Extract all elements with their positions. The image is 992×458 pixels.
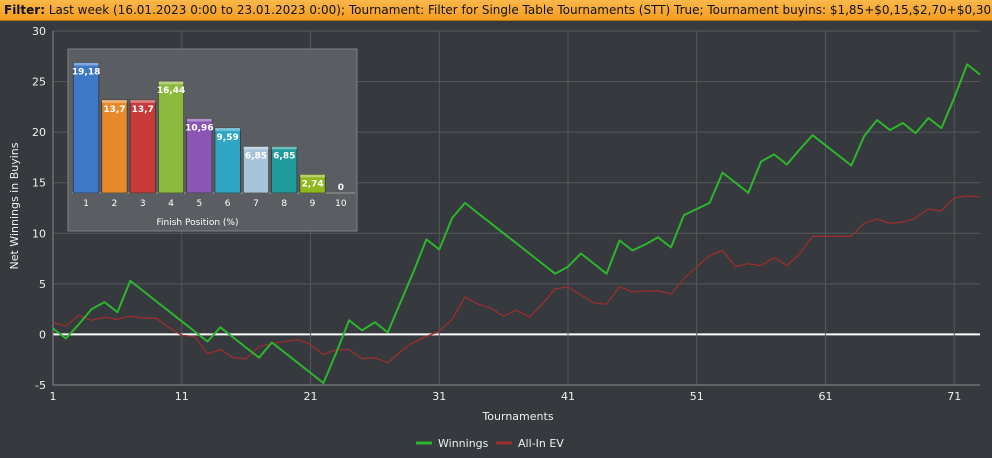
finish-bar-cap bbox=[158, 81, 184, 85]
finish-bar-value: 0 bbox=[338, 183, 344, 193]
finish-position-tick: 8 bbox=[281, 199, 287, 209]
x-tick-label: 51 bbox=[690, 390, 704, 403]
finish-position-tick: 5 bbox=[196, 199, 202, 209]
finish-bar-value: 19,18 bbox=[72, 68, 100, 78]
x-tick-label: 61 bbox=[819, 390, 833, 403]
y-axis-title: Net Winnings in Buyins bbox=[8, 142, 21, 269]
finish-position-tick: 10 bbox=[335, 199, 347, 209]
x-tick-label: 71 bbox=[947, 390, 961, 403]
finish-bar-value: 13,7 bbox=[103, 105, 125, 115]
finish-position-tick: 3 bbox=[140, 199, 146, 209]
finish-position-tick: 2 bbox=[112, 199, 118, 209]
finish-bar bbox=[299, 174, 326, 194]
y-tick-label: 25 bbox=[32, 76, 46, 89]
x-tick-label: 41 bbox=[561, 390, 575, 403]
finish-bar bbox=[243, 146, 269, 194]
finish-bar bbox=[214, 127, 241, 194]
finish-bar-cap bbox=[186, 118, 212, 122]
x-tick-label: 1 bbox=[50, 390, 57, 403]
y-tick-label: 20 bbox=[32, 126, 46, 139]
filter-prefix: Filter: bbox=[4, 3, 46, 17]
finish-position-tick: 7 bbox=[253, 199, 259, 209]
finish-bar-cap bbox=[215, 127, 241, 131]
finish-bar-value: 10,96 bbox=[185, 123, 213, 133]
filter-bar: Filter: Last week (16.01.2023 0:00 to 23… bbox=[0, 0, 992, 21]
finish-bar-value: 9,59 bbox=[217, 133, 239, 143]
x-tick-label: 31 bbox=[432, 390, 446, 403]
y-tick-label: 10 bbox=[32, 227, 46, 240]
y-tick-label: 30 bbox=[32, 25, 46, 38]
finish-bar-value: 6,85 bbox=[273, 151, 295, 161]
finish-bar-cap bbox=[243, 146, 269, 150]
y-tick-label: 15 bbox=[32, 177, 46, 190]
x-tick-label: 21 bbox=[304, 390, 318, 403]
finish-bar bbox=[129, 99, 156, 194]
x-axis-title: Tournaments bbox=[481, 410, 553, 423]
finish-bar bbox=[186, 118, 213, 194]
filter-text: Last week (16.01.2023 0:00 to 23.01.2023… bbox=[48, 3, 992, 17]
finish-bar-value: 2,74 bbox=[301, 179, 323, 189]
finish-bar bbox=[73, 62, 100, 194]
finish-bar bbox=[101, 99, 128, 194]
y-tick-label: 0 bbox=[39, 328, 46, 341]
finish-bar-cap bbox=[299, 174, 326, 178]
inset-x-axis-title: Finish Position (%) bbox=[157, 218, 239, 228]
legend-label: Winnings bbox=[438, 437, 489, 450]
finish-position-tick: 1 bbox=[83, 199, 89, 209]
finish-position-tick: 4 bbox=[168, 199, 174, 209]
series-line-winnings bbox=[52, 63, 981, 384]
finish-bar-value: 16,44 bbox=[157, 86, 185, 96]
legend: Winnings All-In EV bbox=[416, 437, 564, 450]
finish-position-inset: 19,18 1 13,7 2 13,7 3 16,44 4 10,96 5 9,59 6 6,85 7 6,… bbox=[67, 48, 358, 232]
finish-bar-value: 13,7 bbox=[132, 105, 154, 115]
series-line-all-in-ev bbox=[52, 195, 981, 364]
x-tick-label: 11 bbox=[175, 390, 189, 403]
finish-bar bbox=[158, 80, 184, 194]
finish-bar-cap bbox=[130, 99, 156, 103]
y-tick-label: 5 bbox=[39, 278, 46, 291]
finish-position-tick: 6 bbox=[225, 199, 231, 209]
finish-bar-cap bbox=[73, 62, 99, 66]
y-tick-label: -5 bbox=[35, 379, 46, 392]
finish-bar-cap bbox=[271, 146, 297, 150]
series-lines bbox=[52, 63, 981, 384]
legend-label: All-In EV bbox=[518, 437, 564, 450]
finish-position-tick: 9 bbox=[310, 199, 316, 209]
finish-bar bbox=[271, 146, 298, 194]
finish-bar-cap bbox=[101, 99, 128, 103]
finish-bar-value: 6,85 bbox=[245, 151, 267, 161]
